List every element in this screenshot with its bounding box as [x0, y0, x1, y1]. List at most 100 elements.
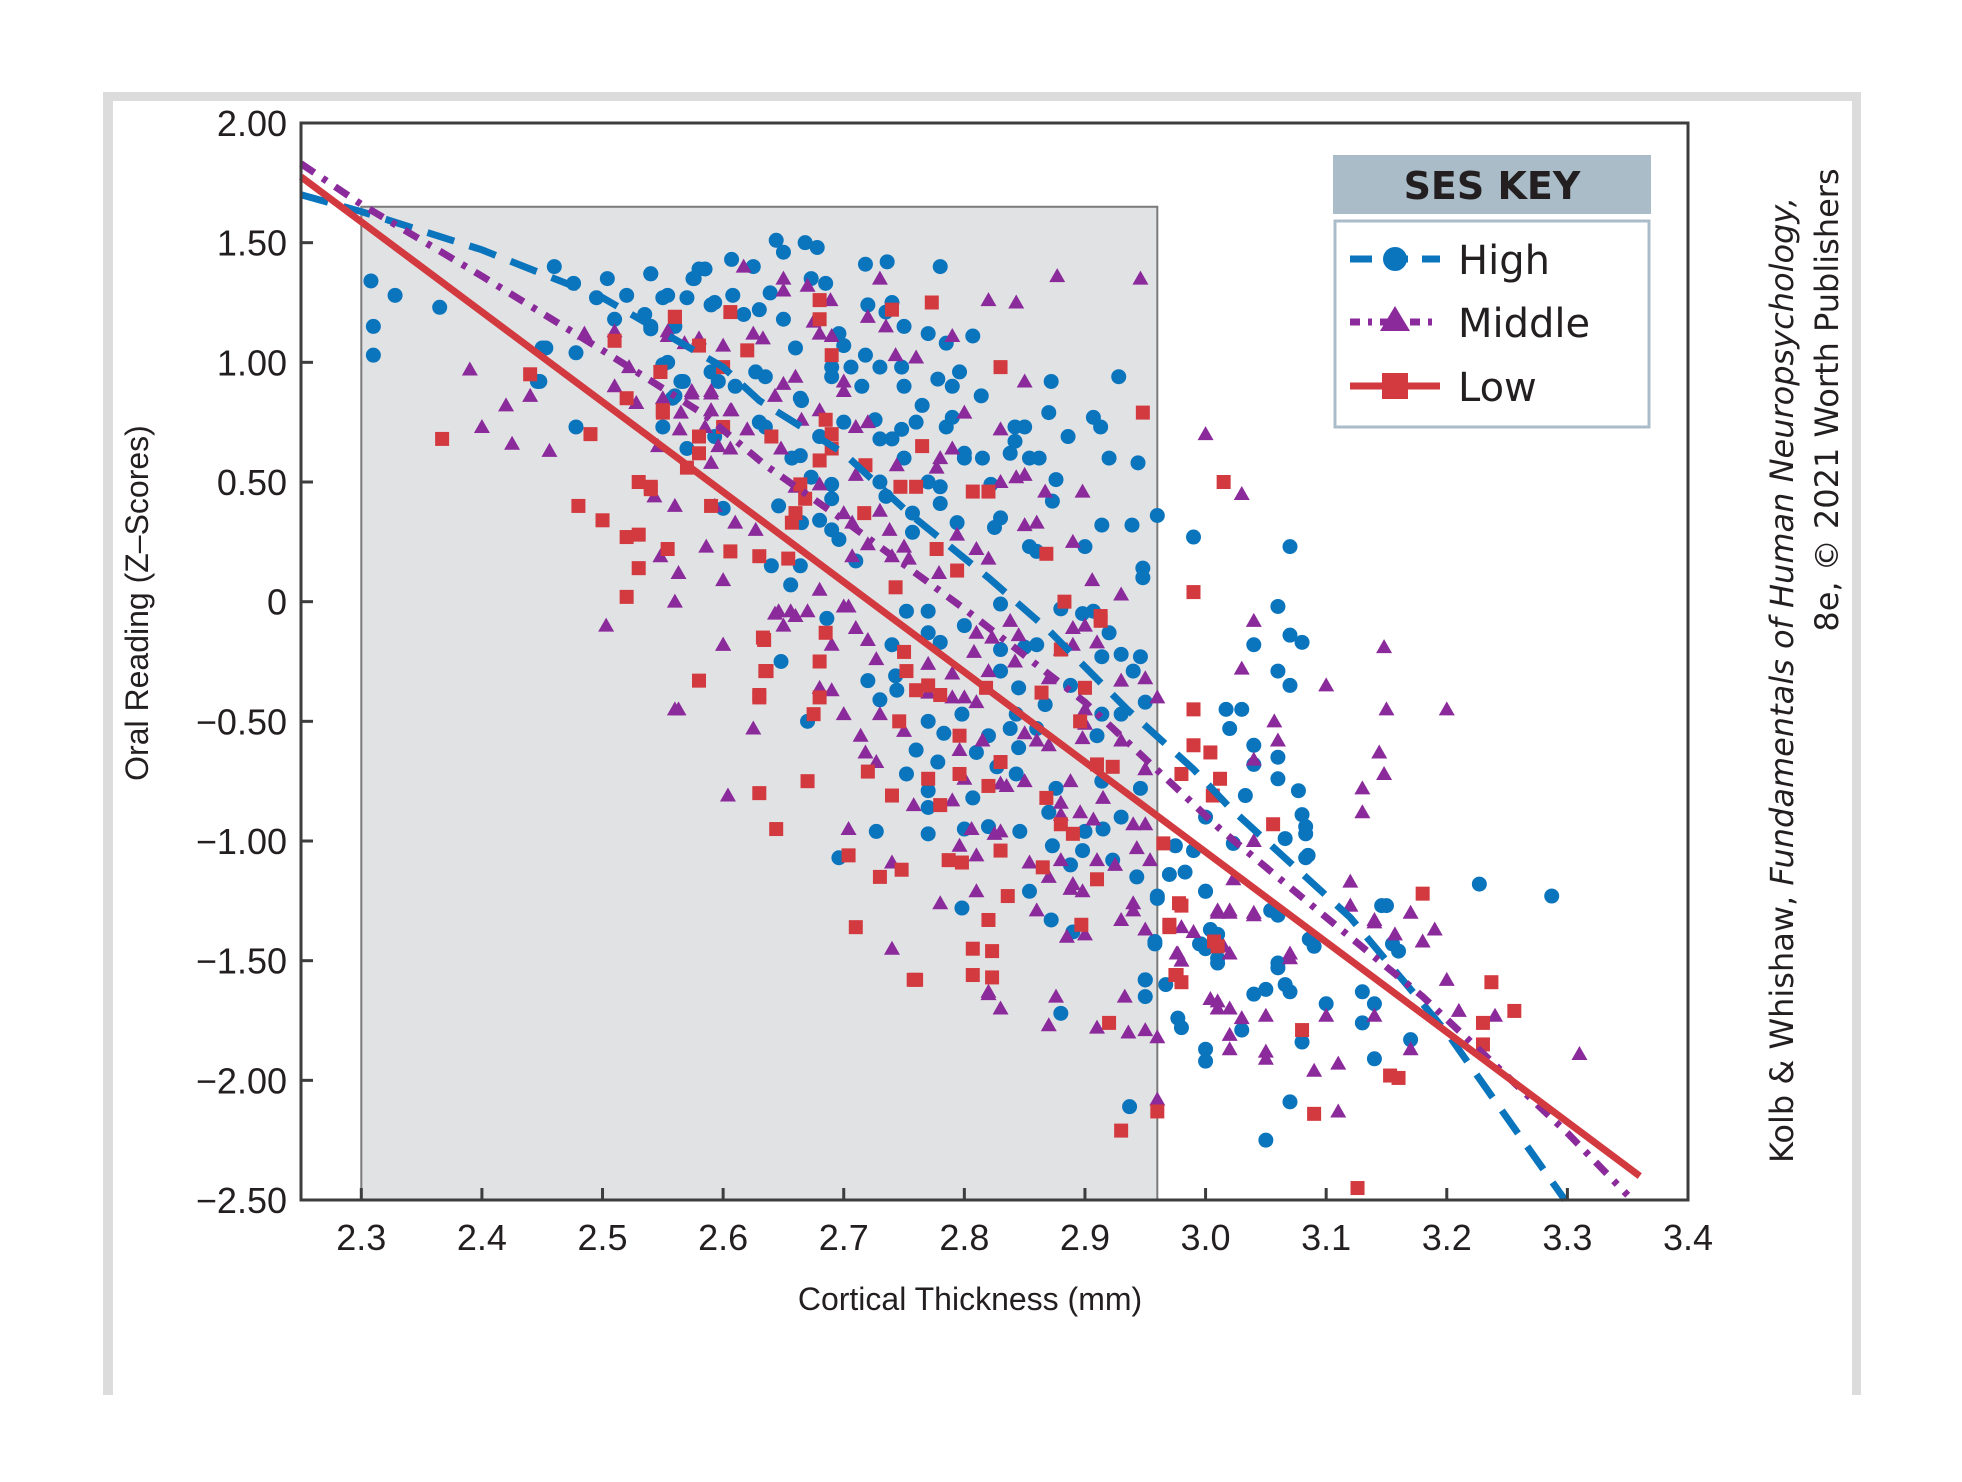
frame-bottom-mask: [100, 1395, 1865, 1482]
point-low: [1105, 759, 1120, 774]
point-high: [1198, 883, 1214, 899]
point-low: [752, 688, 767, 703]
point-middle: [1245, 904, 1262, 919]
x-tick-label: 3.2: [1422, 1217, 1472, 1258]
point-middle: [1137, 761, 1154, 776]
point-low: [965, 484, 980, 499]
point-middle: [1089, 852, 1106, 867]
point-high: [1294, 1034, 1310, 1050]
point-middle: [1371, 744, 1388, 759]
x-tick-label: 3.1: [1301, 1217, 1351, 1258]
point-low: [1156, 836, 1171, 851]
point-high: [1294, 634, 1310, 650]
point-high: [1093, 419, 1109, 435]
point-high: [932, 634, 948, 650]
point-high: [879, 254, 895, 270]
point-low: [1077, 680, 1092, 695]
x-tick-label: 2.9: [1060, 1217, 1110, 1258]
point-high: [1198, 1053, 1214, 1069]
point-middle: [1137, 816, 1154, 831]
point-middle: [1048, 988, 1065, 1003]
y-tick-label: −0.50: [196, 701, 287, 742]
point-high: [872, 359, 888, 375]
point-low: [993, 755, 1008, 770]
point-low: [1000, 889, 1015, 904]
point-high: [707, 295, 723, 310]
point-high: [1094, 517, 1110, 533]
point-low: [1162, 917, 1177, 932]
point-middle: [908, 349, 925, 364]
point-low: [1065, 826, 1080, 841]
legend-swatch-high-marker: [1383, 247, 1407, 271]
point-middle: [715, 572, 732, 587]
point-middle: [1173, 952, 1190, 967]
point-low: [993, 360, 1008, 375]
point-high: [1075, 843, 1091, 859]
point-low: [909, 479, 924, 494]
point-middle: [968, 624, 985, 639]
point-low: [899, 664, 914, 679]
point-middle: [1113, 586, 1130, 601]
point-middle: [1366, 1007, 1383, 1022]
point-middle: [1414, 933, 1431, 948]
point-high: [736, 306, 752, 322]
point-middle: [974, 732, 991, 747]
point-high: [896, 318, 912, 334]
series-high-points: [363, 232, 1560, 1148]
point-middle: [1245, 751, 1262, 766]
point-high: [872, 692, 888, 708]
point-low: [812, 690, 827, 705]
point-low: [1213, 771, 1228, 786]
point-high: [1270, 771, 1286, 787]
point-high: [1113, 646, 1129, 662]
point-high: [920, 326, 936, 342]
legend-label-high: High: [1458, 238, 1550, 284]
point-middle: [766, 605, 783, 620]
point-middle: [683, 385, 700, 400]
point-middle: [811, 476, 828, 491]
point-high: [1282, 539, 1298, 555]
series-low-points: [435, 293, 1522, 1196]
x-tick-label: 3.4: [1663, 1217, 1713, 1258]
point-middle: [968, 541, 985, 556]
point-low: [583, 427, 598, 442]
point-middle: [1076, 926, 1093, 941]
point-middle: [992, 823, 1009, 838]
point-high: [1270, 749, 1286, 765]
point-low: [884, 788, 899, 803]
point-middle: [1426, 921, 1443, 936]
plot-frame: [299, 121, 1690, 1202]
point-middle: [1089, 634, 1106, 649]
point-high: [857, 256, 873, 272]
point-high: [1011, 740, 1027, 756]
point-middle: [944, 689, 961, 704]
point-low: [909, 972, 924, 987]
point-middle: [799, 603, 816, 618]
point-middle: [980, 292, 997, 307]
point-low: [812, 312, 827, 327]
point-middle: [1058, 928, 1075, 943]
point-low: [1039, 790, 1054, 805]
point-middle: [766, 387, 783, 402]
point-high: [1132, 780, 1148, 796]
point-middle: [1128, 840, 1145, 855]
point-low: [1207, 934, 1222, 949]
point-middle: [859, 631, 876, 646]
point-high: [1354, 984, 1370, 1000]
point-low: [824, 427, 839, 442]
point-middle: [1002, 612, 1019, 627]
point-middle: [672, 404, 689, 419]
point-middle: [522, 387, 539, 402]
point-middle: [1221, 945, 1238, 960]
point-middle: [1064, 533, 1081, 548]
point-middle: [868, 651, 885, 666]
point-low: [1039, 546, 1054, 561]
x-tick-label: 2.8: [939, 1217, 989, 1258]
point-high: [1246, 637, 1262, 653]
x-tick-label: 2.6: [698, 1217, 748, 1258]
point-high: [1043, 373, 1059, 389]
point-high: [824, 359, 840, 375]
credit-line-2: 8e, © 2021 Worth Publishers: [1808, 168, 1846, 631]
point-high: [1029, 637, 1045, 653]
point-low: [1074, 917, 1089, 932]
